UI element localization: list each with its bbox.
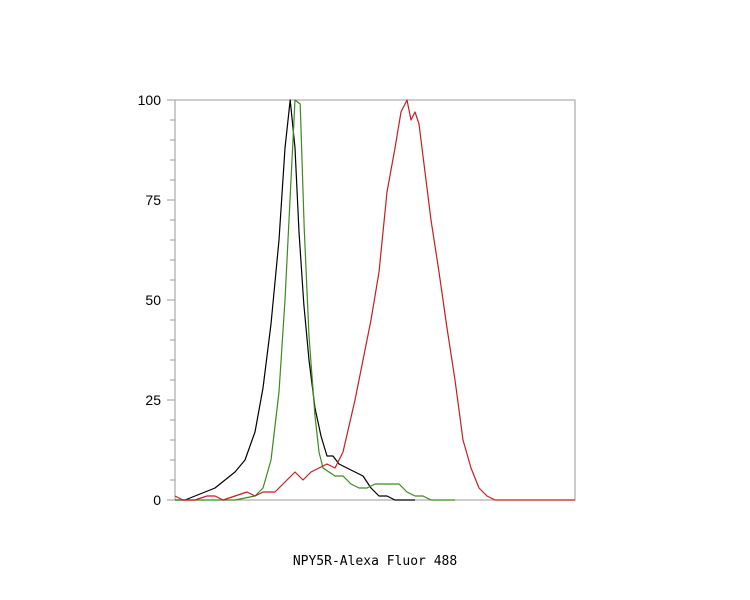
x-axis-title: NPY5R-Alexa Fluor 488 [293,554,457,569]
y-tick-label: 25 [145,392,161,408]
y-tick-label: 100 [138,92,162,108]
y-tick-label: 75 [145,192,161,208]
series-line-3 [174,99,575,501]
series-layer [174,99,575,501]
series-line-2 [175,99,455,501]
series-line-1 [175,99,415,501]
y-tick-label: 0 [153,492,161,508]
y-axis: 0 25 50 75 100 [138,92,175,508]
plot-frame [174,99,576,501]
y-tick-label: 50 [145,292,161,308]
